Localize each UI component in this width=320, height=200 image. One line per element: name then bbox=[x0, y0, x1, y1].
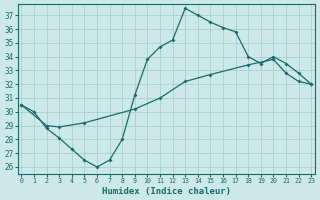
X-axis label: Humidex (Indice chaleur): Humidex (Indice chaleur) bbox=[102, 187, 231, 196]
